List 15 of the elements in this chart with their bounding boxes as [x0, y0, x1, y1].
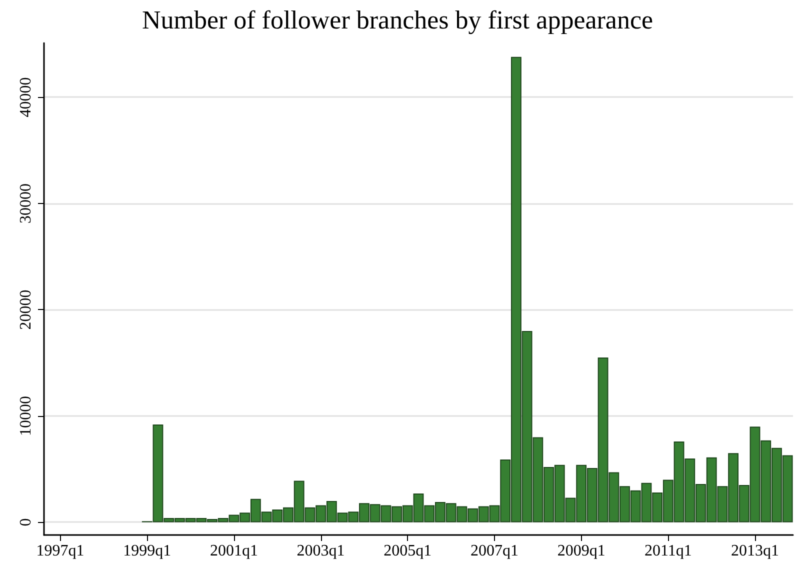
y-tick-label: 20000: [18, 290, 34, 330]
x-tick-label: 2007q1: [470, 542, 518, 560]
x-tick-label: 2011q1: [644, 542, 692, 560]
x-tick-label: 2001q1: [210, 542, 258, 560]
x-tick-label: 1997q1: [36, 542, 84, 560]
y-tick-label: 40000: [18, 77, 34, 118]
chart-title: Number of follower branches by first appearance: [142, 6, 654, 34]
x-tick-label: 2013q1: [731, 542, 780, 560]
y-tick-label: 0: [18, 518, 34, 526]
x-tick-label: 2005q1: [384, 542, 432, 560]
y-tick-label: 30000: [18, 183, 34, 224]
x-tick-label: 2009q1: [557, 542, 606, 560]
x-tick-label: 2003q1: [296, 542, 345, 560]
y-tick-label: 10000: [18, 396, 34, 436]
x-tick-label: 1999q1: [123, 542, 172, 560]
